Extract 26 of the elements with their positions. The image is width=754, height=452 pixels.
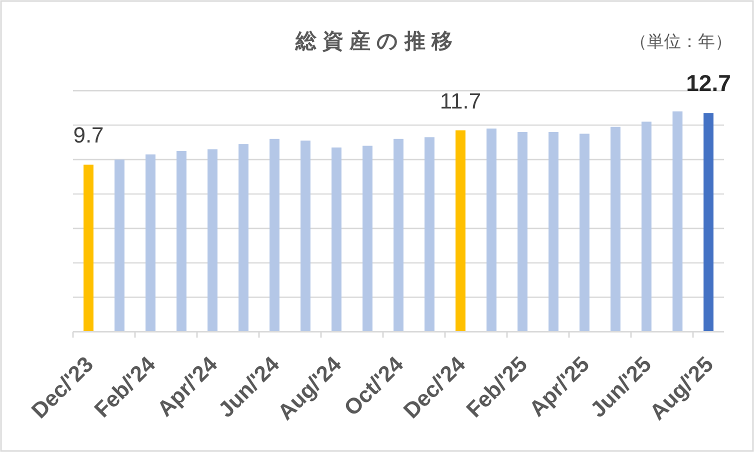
bar: [332, 148, 342, 332]
bar: [672, 111, 682, 332]
bar: [176, 150, 186, 332]
bar: [456, 130, 466, 332]
bar: [146, 154, 156, 332]
bar: [394, 138, 404, 332]
bar: [518, 132, 528, 332]
data-label: 11.7: [440, 88, 482, 114]
bar: [300, 140, 310, 332]
text: （単位：年）: [630, 32, 732, 51]
bar: [548, 132, 558, 332]
bar: [238, 144, 248, 332]
bar: [208, 149, 218, 332]
bar: [84, 164, 94, 332]
chart-title: 総資産の推移: [294, 29, 458, 53]
bar: [610, 126, 620, 332]
data-label: 9.7: [73, 122, 104, 148]
bar: [486, 128, 496, 332]
bar: [580, 134, 590, 332]
bar: [114, 160, 124, 332]
data-label: 12.7: [686, 70, 731, 96]
bar: [270, 138, 280, 332]
bar: [362, 146, 372, 332]
bar: [704, 113, 714, 332]
bar: [642, 122, 652, 332]
bar: [424, 137, 434, 332]
